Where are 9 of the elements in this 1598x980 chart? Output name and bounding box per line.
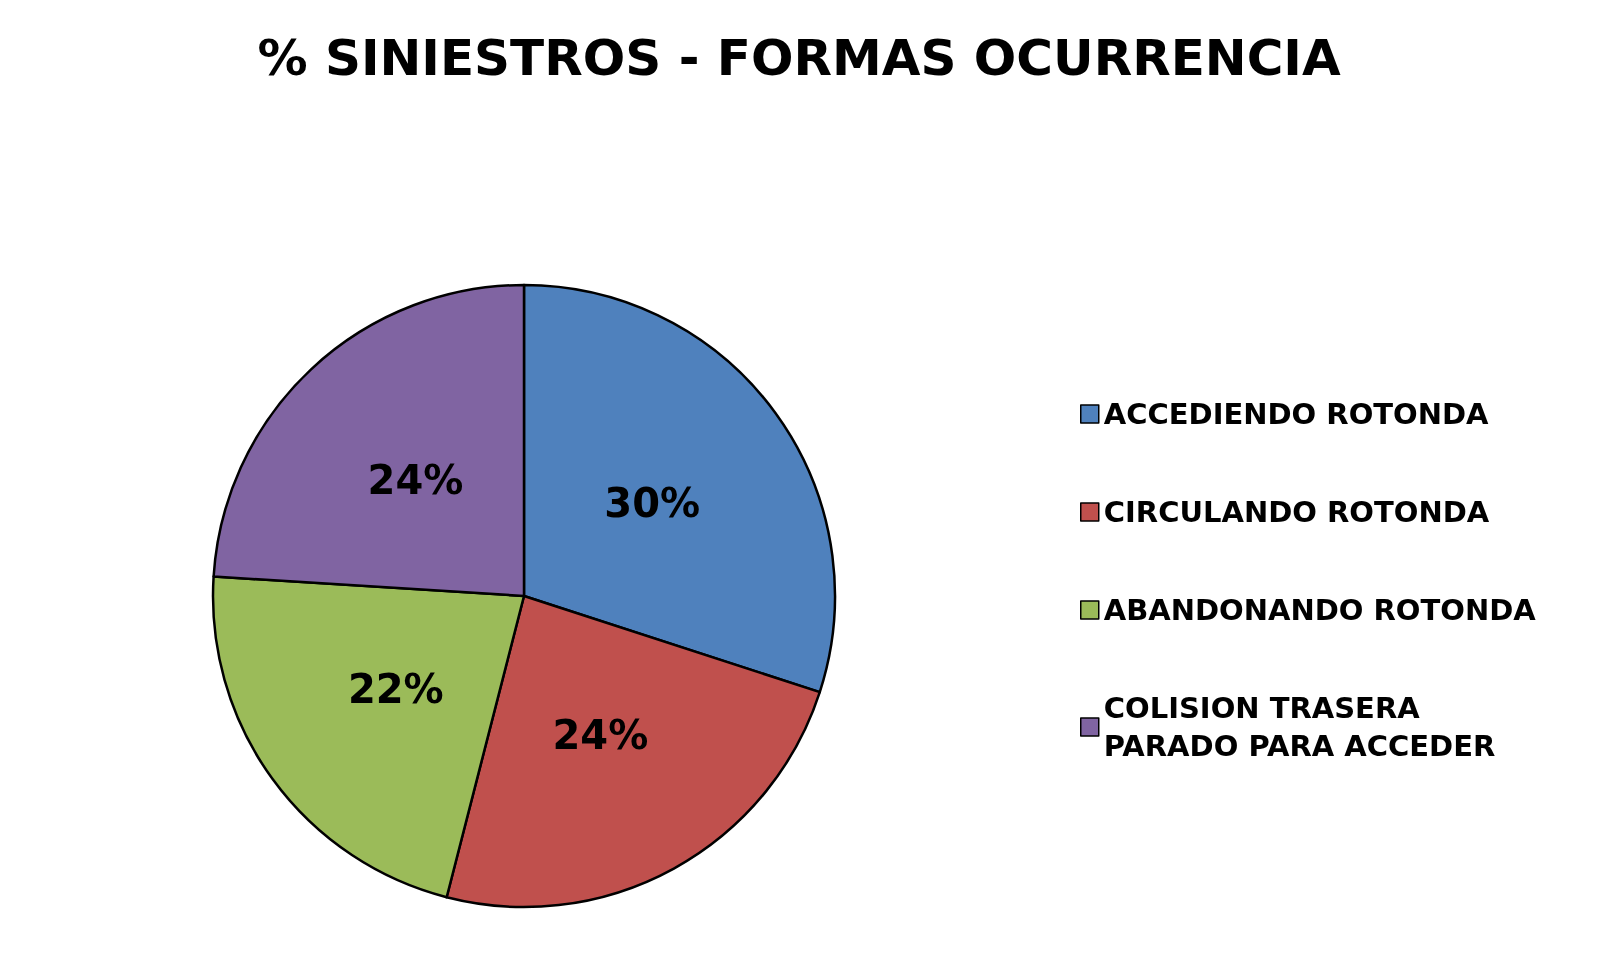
legend-label: CIRCULANDO ROTONDA: [1103, 495, 1490, 529]
data-label: 24%: [367, 457, 464, 504]
data-label: 24%: [552, 711, 649, 758]
data-label: 22%: [347, 666, 444, 713]
legend-label: ABANDONANDO ROTONDA: [1103, 593, 1537, 627]
legend-label: ACCEDIENDO ROTONDA: [1103, 397, 1490, 431]
legend-label: COLISION TRASERA PARADO PARA ACCEDER: [1103, 691, 1496, 763]
chart-title: % SINIESTROS - FORMAS OCURRENCIA: [257, 29, 1341, 87]
data-label: 30%: [604, 479, 701, 526]
